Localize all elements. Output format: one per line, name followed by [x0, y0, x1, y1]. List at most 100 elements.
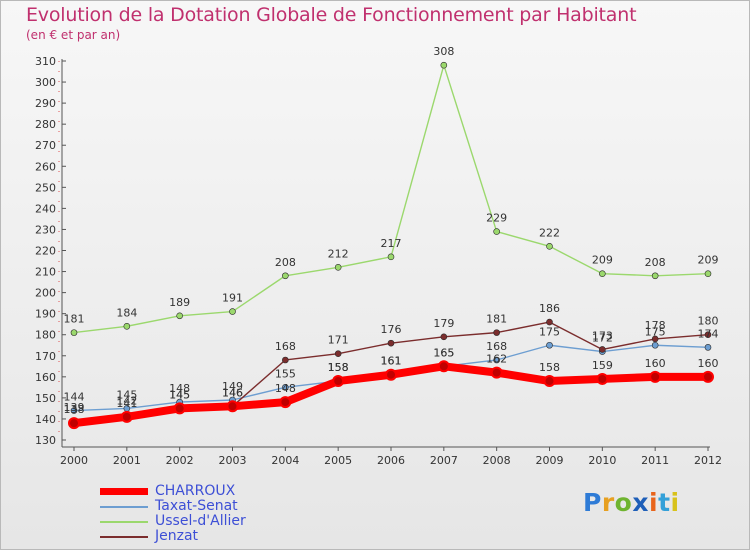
legend-swatch	[100, 488, 148, 495]
legend-label: CHARROUX	[155, 483, 236, 499]
y-tick-label: 140	[35, 413, 56, 426]
data-label: 172	[592, 332, 613, 345]
logo-letter: i	[649, 488, 659, 517]
data-point	[70, 329, 78, 336]
data-point	[546, 341, 553, 349]
data-point	[546, 242, 553, 250]
data-label: 176	[381, 323, 402, 336]
x-tick-label: 2001	[113, 454, 141, 467]
y-tick-label: 150	[35, 392, 56, 405]
data-label: 178	[645, 319, 666, 332]
data-label: 186	[539, 302, 560, 315]
y-tick-label: 170	[35, 350, 56, 363]
data-point	[704, 331, 712, 339]
data-label: 155	[275, 367, 296, 380]
legend-label: Ussel-d'Allier	[155, 513, 246, 529]
data-label: 180	[698, 315, 719, 328]
data-label: 222	[539, 226, 560, 239]
data-label: 209	[592, 254, 613, 267]
x-tick-label: 2003	[219, 454, 247, 467]
data-label: 142	[116, 395, 137, 408]
data-label: 158	[328, 361, 349, 374]
data-label: 159	[592, 359, 613, 372]
data-label: 175	[645, 325, 666, 338]
legend-swatch	[100, 506, 148, 508]
data-label: 165	[433, 346, 454, 359]
y-tick-label: 180	[35, 329, 56, 342]
data-label: 175	[539, 325, 560, 338]
data-point	[490, 366, 503, 379]
data-point	[176, 312, 183, 320]
data-label: 148	[275, 382, 296, 395]
legend-label: Jenzat	[155, 528, 199, 544]
data-label: 161	[381, 355, 402, 368]
series-line	[73, 64, 709, 334]
data-point	[68, 417, 80, 430]
legend-label: Taxat-Senat	[155, 498, 238, 514]
data-label: 161	[381, 355, 402, 368]
data-label: 158	[328, 361, 349, 374]
data-point	[651, 335, 659, 343]
legend-swatch	[100, 536, 148, 538]
data-point	[387, 339, 395, 347]
data-label: 168	[275, 340, 296, 353]
data-label: 148	[169, 382, 190, 395]
data-label: 181	[486, 313, 507, 326]
logo-letter: o	[614, 488, 633, 517]
y-tick-label: 280	[35, 118, 56, 131]
data-point	[173, 402, 186, 415]
data-label: 165	[433, 346, 454, 359]
legend-item-charroux: CHARROUX	[100, 483, 320, 499]
data-point	[334, 350, 342, 357]
data-point	[704, 344, 712, 351]
x-tick-label: 2000	[60, 454, 88, 467]
data-label: 191	[222, 292, 243, 305]
data-label: 145	[116, 388, 137, 401]
data-label: 179	[433, 317, 454, 330]
x-tick-label: 2012	[694, 454, 722, 467]
x-tick-label: 2002	[166, 454, 194, 467]
y-tick-label: 230	[35, 223, 56, 236]
chart-title: Evolution de la Dotation Globale de Fonc…	[26, 4, 637, 26]
data-point	[440, 333, 448, 341]
y-tick-label: 200	[35, 287, 56, 300]
data-point	[599, 270, 606, 277]
data-point	[282, 356, 289, 364]
data-point	[493, 356, 500, 364]
proxiti-logo: Proxiti	[583, 488, 680, 517]
legend-swatch	[100, 521, 148, 523]
data-point	[651, 341, 659, 349]
data-point	[385, 368, 397, 381]
x-tick-label: 2008	[483, 454, 511, 467]
data-label: 217	[381, 237, 402, 250]
data-label: 208	[275, 256, 296, 269]
data-point	[599, 346, 606, 353]
data-point	[702, 370, 714, 383]
data-point	[440, 61, 448, 69]
logo-letter: x	[632, 488, 649, 517]
legend: CHARROUX Taxat-Senat Ussel-d'Allier Jenz…	[100, 483, 320, 544]
x-tick-label: 2006	[377, 454, 405, 467]
data-label: 160	[698, 357, 719, 370]
legend-item-ussel-d-allier: Ussel-d'Allier	[100, 513, 320, 529]
data-point	[332, 375, 345, 388]
data-point	[229, 308, 236, 315]
data-point	[596, 372, 609, 385]
data-point	[493, 329, 500, 336]
data-label: 146	[222, 386, 243, 399]
data-label: 139	[64, 401, 85, 414]
data-point	[123, 322, 131, 330]
data-label: 145	[169, 388, 190, 401]
data-point	[546, 318, 553, 326]
data-point	[437, 360, 450, 373]
y-tick-label: 300	[35, 76, 56, 89]
y-tick-label: 210	[35, 266, 56, 279]
y-tick-label: 270	[35, 139, 56, 152]
data-label: 145	[169, 388, 190, 401]
data-point	[493, 228, 500, 235]
data-label: 160	[645, 357, 666, 370]
data-label: 144	[64, 391, 85, 404]
y-tick-label: 250	[35, 181, 56, 194]
data-label: 184	[116, 306, 137, 319]
data-label: 141	[116, 397, 137, 410]
